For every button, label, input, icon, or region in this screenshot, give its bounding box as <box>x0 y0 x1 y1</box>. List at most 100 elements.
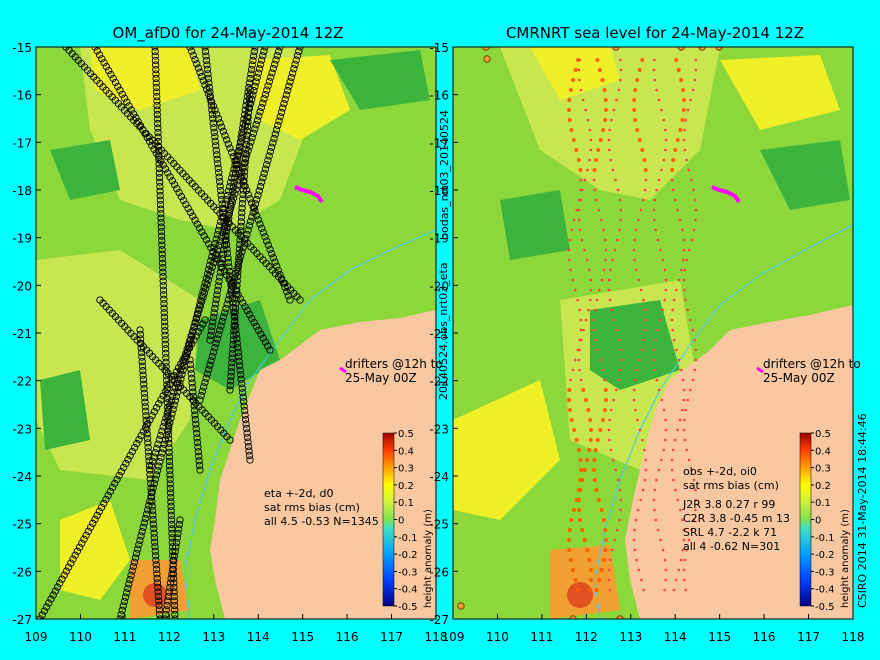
colorbar-tick-label: 0.1 <box>398 498 414 509</box>
y-tick-label: -27 <box>12 613 32 627</box>
y-tick-label: -25 <box>429 518 449 532</box>
drifter-track <box>711 185 741 204</box>
stats-line: obs +-2d, oi0 <box>683 465 757 478</box>
dark-green-region <box>330 50 430 110</box>
stats-line: eta +-2d, d0 <box>264 487 333 500</box>
right-axes: -15 -16 -17 -18 -19 -20 -21 -22 -23 -24 -25 -26 -27 1… <box>429 41 864 644</box>
colorbar-tick-label: -0.2 <box>815 550 835 561</box>
y-tick-label: -15 <box>429 41 449 55</box>
drifters-legend-line2: 25-May 00Z <box>763 371 835 385</box>
colorbar-tick-label: -0.3 <box>398 567 418 578</box>
stats-line: C2R 3.8 -0.45 m 13 <box>683 512 790 525</box>
colorbar-tick-label: 0.3 <box>815 464 831 475</box>
colorbar-tick-label: 0 <box>398 516 404 527</box>
dark-green-region <box>500 190 570 260</box>
stats-line: sat rms bias (cm) <box>683 479 779 492</box>
colorbar-tick-label: -0.5 <box>815 602 835 613</box>
right-map <box>453 47 853 619</box>
drifters-legend-line2: 25-May 00Z <box>345 371 417 385</box>
colorbar-label: height anomaly (m) <box>423 509 434 608</box>
x-tick-label: 113 <box>619 630 642 644</box>
colorbar-tick-label: -0.5 <box>398 602 418 613</box>
right-side-label: bodas_nrt03_20140524 <box>438 110 451 240</box>
y-tick-label: -26 <box>12 565 32 579</box>
colorbar-tick-label: 0.2 <box>398 481 414 492</box>
right-panel-title: CMRNRT sea level for 24-May-2014 12Z <box>506 24 804 42</box>
land-mass <box>625 305 853 619</box>
land-mass <box>210 310 436 619</box>
y-tick-label: -25 <box>12 518 32 532</box>
colorbar-tick-label: 0.4 <box>398 446 414 457</box>
x-tick-label: 115 <box>708 630 731 644</box>
y-tick-label: -18 <box>12 184 32 198</box>
left-stats: eta +-2d, d0 sat rms bias (cm) all 4.5 -… <box>264 487 379 528</box>
stats-line: J2R 3.8 0.27 r 99 <box>682 498 775 511</box>
stats-line: all 4 -0.62 N=301 <box>683 540 780 553</box>
left-map <box>36 47 436 619</box>
y-tick-label: -24 <box>12 470 32 484</box>
dark-green-region <box>760 140 850 210</box>
y-tick-label: -24 <box>429 470 449 484</box>
colorbar-tick-label: 0.4 <box>815 446 831 457</box>
y-tick-label: -15 <box>12 41 32 55</box>
x-tick-label: 114 <box>247 630 270 644</box>
x-tick-label: 116 <box>336 630 359 644</box>
left-side-label: 20140524.obs_nrt03_eta <box>437 262 450 400</box>
y-tick-label: -16 <box>12 89 32 103</box>
y-tick-label: -21 <box>429 327 449 341</box>
x-tick-label: 113 <box>202 630 225 644</box>
observation-markers <box>457 47 723 619</box>
y-tick-label: -23 <box>429 422 449 436</box>
colorbar-label: height anomaly (m) <box>840 509 851 608</box>
right-colorbar: 0.5 0.4 0.3 0.2 0.1 0 -0.1 -0.2 -0.3 -0.4 -0.5 hei… <box>799 429 851 613</box>
left-panel-title: OM_afD0 for 24-May-2014 12Z <box>113 24 344 43</box>
colorbar-tick-label: 0.2 <box>815 481 831 492</box>
yellow-region <box>720 55 840 130</box>
colorbar-tick-label: -0.4 <box>815 585 835 596</box>
x-tick-label: 111 <box>530 630 553 644</box>
y-tick-label: -26 <box>429 565 449 579</box>
x-tick-label: 114 <box>664 630 687 644</box>
colorbar-tick-label: 0 <box>815 516 821 527</box>
x-tick-label: 110 <box>69 630 92 644</box>
drifter-track <box>756 366 764 374</box>
dark-green-region <box>590 300 680 390</box>
stats-line: all 4.5 -0.53 N=1345 <box>264 515 379 528</box>
left-drifters-legend: drifters @12h to 25-May 00Z <box>345 357 443 385</box>
x-tick-label: 116 <box>753 630 776 644</box>
left-axes: -15 -16 -17 -18 -19 -20 -21 -22 -23 -24 -25 -26 -27 1… <box>12 41 447 644</box>
drifters-legend-line1: drifters @12h to <box>345 357 443 371</box>
y-tick-label: -22 <box>12 375 32 389</box>
y-tick-label: -27 <box>429 613 449 627</box>
y-tick-label: -17 <box>429 136 449 150</box>
satellite-tracks <box>36 47 304 619</box>
y-tick-label: -16 <box>429 89 449 103</box>
x-tick-label: 111 <box>113 630 136 644</box>
x-tick-label: 112 <box>575 630 598 644</box>
credit-label: CSIRO 2014 31-May-2014 18:44:46 <box>856 413 869 608</box>
colorbar-tick-label: -0.1 <box>815 533 835 544</box>
x-tick-label: 118 <box>842 630 865 644</box>
yellow-region <box>90 47 200 110</box>
stats-line: SRL 4.7 -2.2 k 71 <box>683 526 777 539</box>
colorbar-tick-label: 0.5 <box>815 429 831 440</box>
dark-green-region <box>40 370 90 450</box>
x-tick-label: 109 <box>25 630 48 644</box>
y-tick-label: -21 <box>12 327 32 341</box>
yellow-region <box>60 500 130 600</box>
left-colorbar: 0.5 0.4 0.3 0.2 0.1 0 -0.1 -0.2 -0.3 -0.4 -0.5 hei… <box>382 429 434 613</box>
yellow-region <box>453 380 560 520</box>
right-drifters-legend: drifters @12h to 25-May 00Z <box>763 357 861 385</box>
dark-green-region <box>50 140 120 200</box>
colorbar-tick-label: 0.5 <box>398 429 414 440</box>
drifter-track <box>339 366 347 374</box>
colorbar-tick-label: -0.1 <box>398 533 418 544</box>
y-tick-label: -19 <box>12 232 32 246</box>
yellow-region <box>250 55 350 140</box>
y-tick-label: -23 <box>12 422 32 436</box>
stats-line: sat rms bias (cm) <box>264 501 360 514</box>
y-tick-label: -17 <box>12 136 32 150</box>
x-tick-label: 117 <box>797 630 820 644</box>
x-tick-label: 118 <box>425 630 448 644</box>
x-tick-label: 112 <box>158 630 181 644</box>
